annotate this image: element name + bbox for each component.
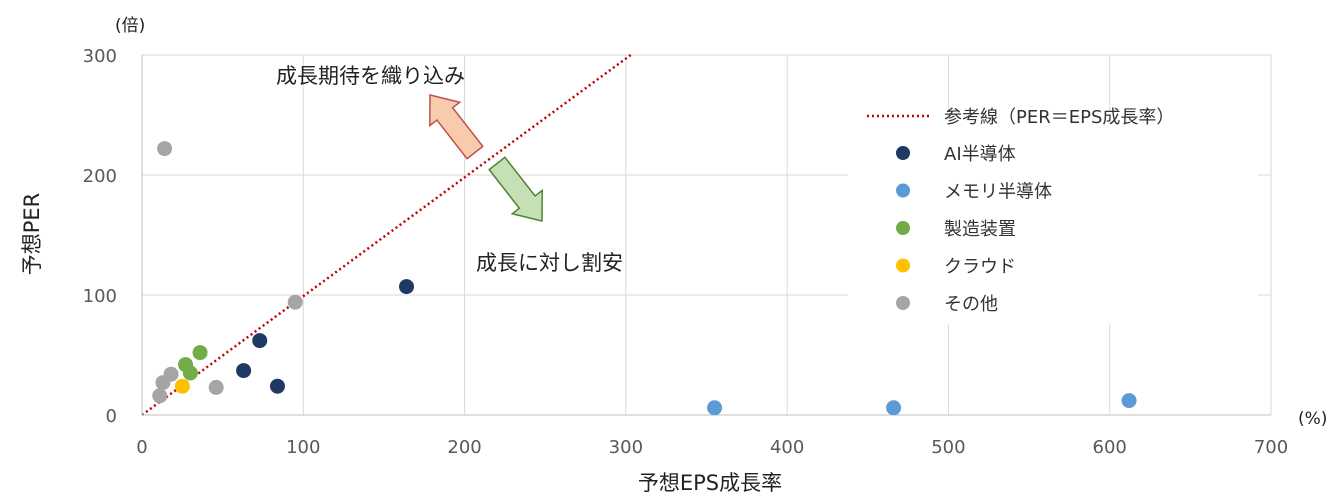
- point-series-0: [399, 279, 415, 295]
- legend-label-series-1: メモリ半導体: [944, 182, 1052, 203]
- legend-marker-series-1: [896, 183, 910, 198]
- point-series-4: [157, 141, 173, 157]
- x-tick-label: 500: [931, 437, 965, 458]
- x-axis-title: 予想EPS成長率: [638, 471, 782, 495]
- reference-line-path: [141, 53, 632, 417]
- x-tick-label: 400: [770, 437, 804, 458]
- y-tick-label: 300: [83, 46, 117, 67]
- legend-marker-series-2: [896, 221, 910, 235]
- point-series-1: [886, 400, 902, 416]
- point-series-0: [236, 363, 252, 379]
- annotation-arrows: [429, 94, 543, 222]
- reference-line: [141, 53, 632, 417]
- data-points: [152, 141, 1137, 416]
- down-right-arrow: [488, 156, 543, 222]
- point-series-4: [208, 379, 224, 395]
- y-tick-label: 0: [106, 406, 117, 427]
- x-tick-label: 200: [447, 437, 481, 458]
- annotation-growth-priced-in: 成長期待を織り込み: [276, 64, 465, 88]
- down-right-arrow-shape: [488, 156, 543, 222]
- axes: [141, 55, 1271, 416]
- tick-labels: 0 100 200 300 400 500 600 700 0 100 200 300: [83, 46, 1289, 458]
- point-series-4: [152, 388, 168, 404]
- legend-label-series-3: クラウド: [944, 257, 1016, 278]
- up-left-arrow-shape: [429, 94, 484, 160]
- x-tick-label: 700: [1254, 437, 1288, 458]
- point-series-1: [707, 400, 723, 416]
- annotation-undervalued: 成長に対し割安: [476, 251, 623, 275]
- point-series-4: [287, 294, 303, 310]
- y-tick-label: 200: [83, 166, 117, 187]
- point-series-2: [192, 345, 208, 361]
- point-series-3: [174, 378, 190, 394]
- point-series-0: [269, 378, 285, 394]
- x-tick-label: 0: [136, 437, 147, 458]
- y-unit-label: (倍): [115, 16, 145, 36]
- legend-label-reference-line: 参考線（PER＝EPS成長率）: [944, 107, 1174, 128]
- point-series-1: [1121, 393, 1137, 409]
- point-series-2: [182, 365, 198, 381]
- x-tick-label: 600: [1093, 437, 1127, 458]
- legend-label-series-4: その他: [944, 294, 998, 315]
- x-unit-label: (%): [1298, 409, 1327, 429]
- legend-marker-series-0: [896, 146, 910, 160]
- y-axis-title: 予想PER: [20, 193, 44, 276]
- legend-label-series-0: AI半導体: [944, 144, 1016, 165]
- y-tick-label: 100: [83, 286, 117, 307]
- up-left-arrow: [429, 94, 484, 160]
- legend-marker-series-4: [896, 296, 910, 310]
- x-tick-label: 300: [609, 437, 643, 458]
- x-tick-label: 100: [286, 437, 320, 458]
- point-series-0: [252, 333, 268, 349]
- point-series-4: [163, 366, 179, 382]
- legend-label-series-2: 製造装置: [944, 219, 1016, 240]
- legend-background: [848, 112, 1258, 324]
- legend-marker-series-3: [896, 258, 910, 273]
